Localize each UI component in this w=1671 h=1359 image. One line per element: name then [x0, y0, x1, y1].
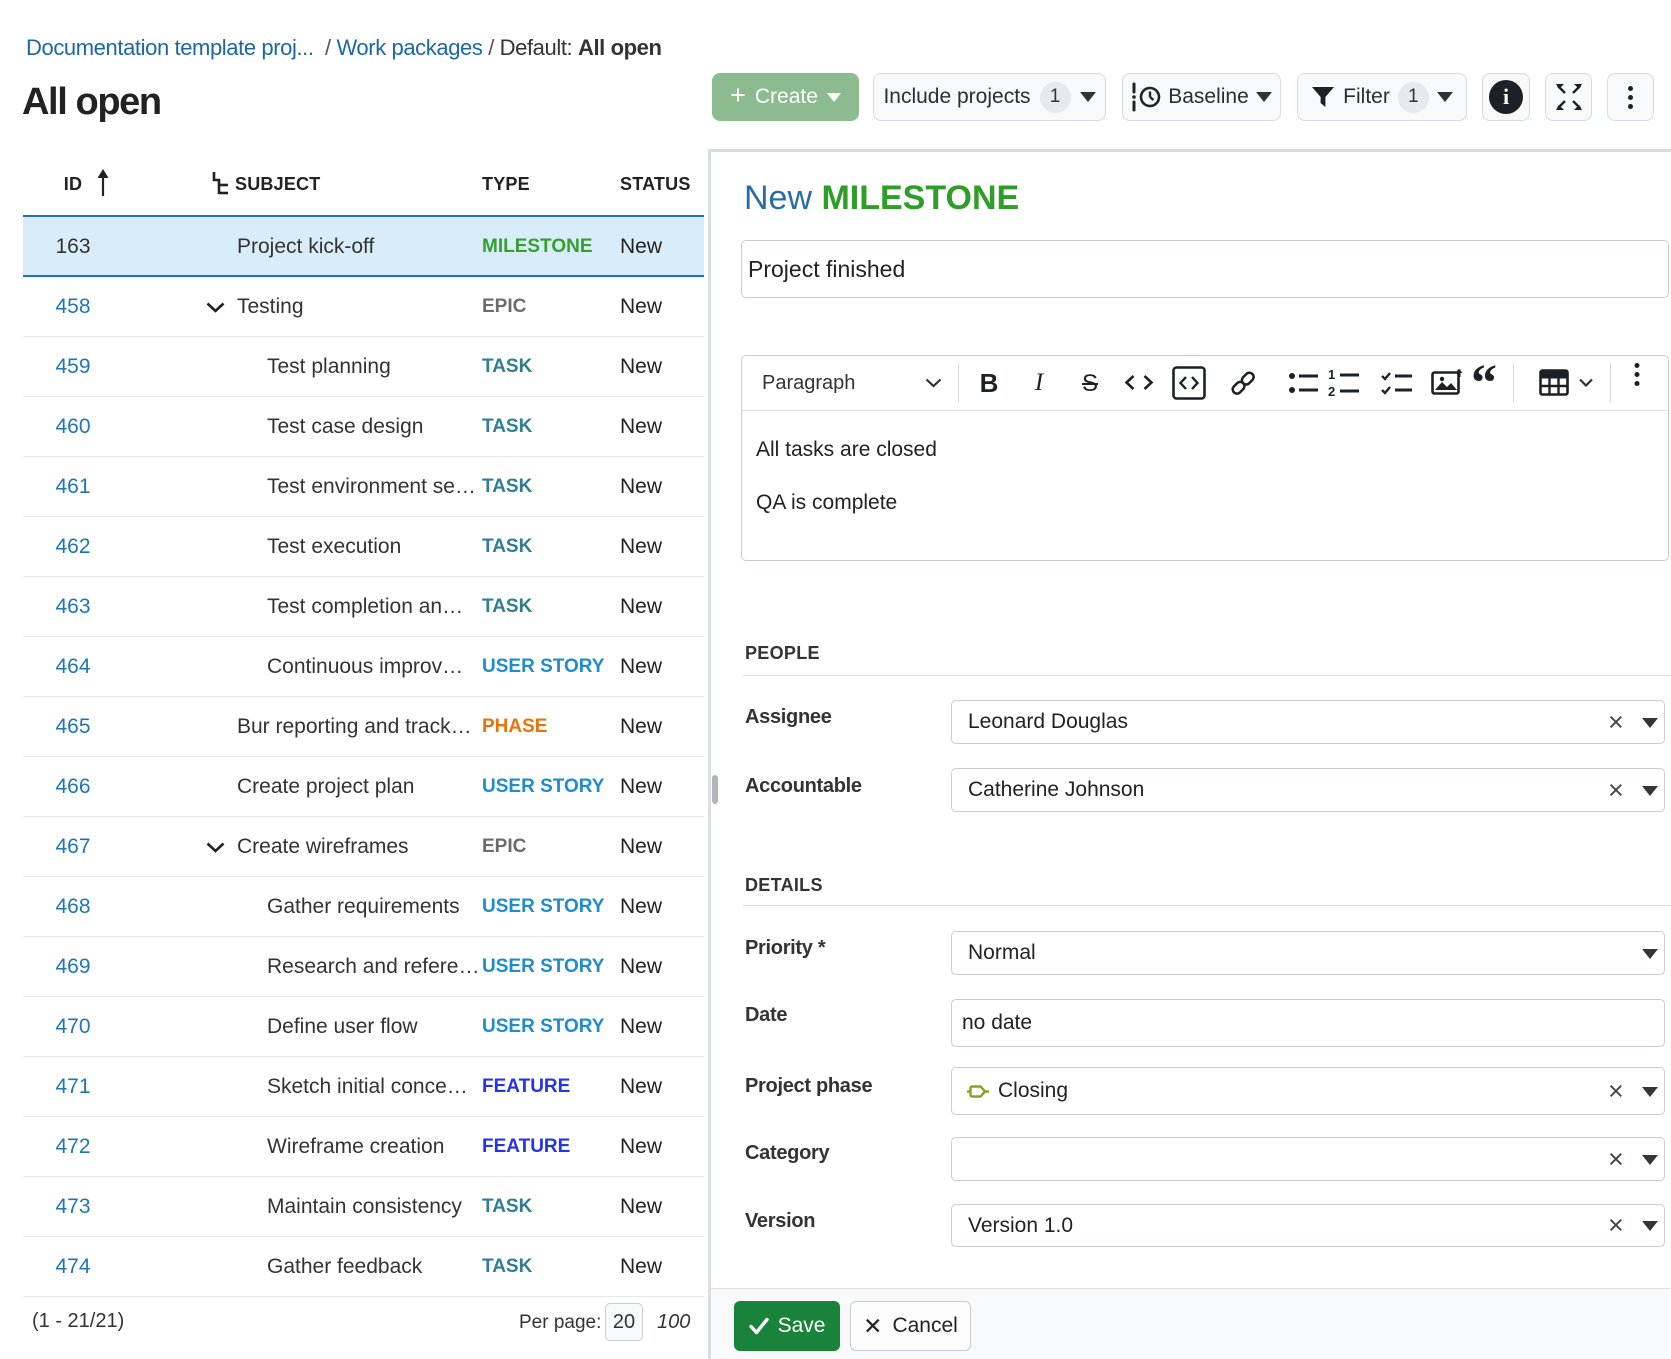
svg-text:2: 2 [1328, 384, 1335, 397]
svg-text:1: 1 [1328, 369, 1335, 382]
